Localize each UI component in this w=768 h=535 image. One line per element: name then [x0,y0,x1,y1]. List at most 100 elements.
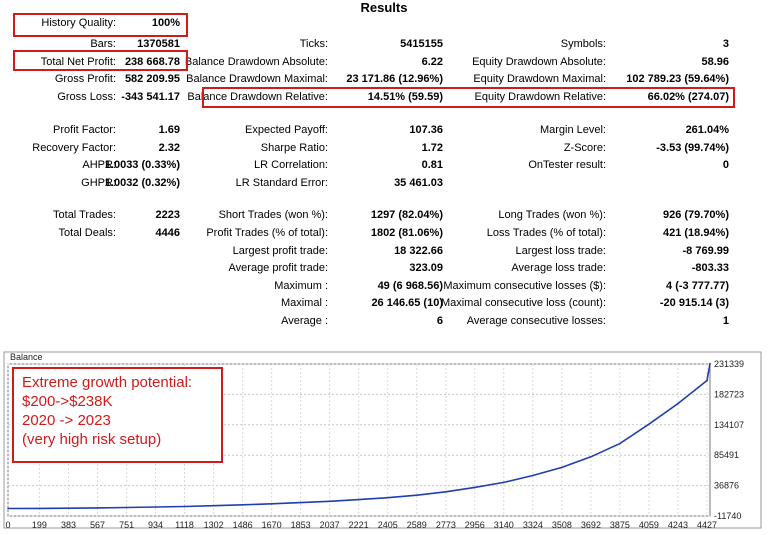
balance-point [648,423,650,426]
average-profit-trade-label: Average profit trade: [228,262,328,274]
maximal-consec-loss-value: -20 915.14 (3) [659,297,729,309]
balance-point [270,502,273,505]
symbols-value: 3 [722,38,729,50]
average-profit-trade-value: 323.09 [409,262,443,274]
balance-point [386,496,389,499]
x-tick-label: 199 [32,520,47,530]
chart-title: Balance [10,352,43,362]
average-loss-trade-value: -803.33 [691,262,729,274]
balance-point [445,490,447,493]
x-tick-label: 1670 [262,520,282,530]
balance-point [212,504,215,507]
gross-loss-label: Gross Loss: [57,91,116,103]
annotation-box: Extreme growth potential: $200->$238K 20… [12,367,223,463]
x-tick-label: 4243 [668,520,688,530]
lr-correlation-value: 0.81 [421,159,443,171]
balance-point [590,455,592,458]
x-tick-label: 3324 [523,520,543,530]
average-value: 6 [436,315,443,327]
highlight-history-quality [13,13,188,37]
history-quality-value: 100% [151,17,180,29]
x-tick-label: 4427 [697,520,717,530]
lr-correlation-label: LR Correlation: [254,159,328,171]
avg-consec-losses-label: Average consecutive losses: [466,315,606,327]
balance-point [532,474,534,477]
balance-point [7,507,9,510]
x-tick-label: 2773 [436,520,456,530]
total-trades-label: Total Trades: [53,209,116,221]
annotation-line-3: 2020 -> 2023 [22,412,111,429]
annotation-line-4: (very high risk setup) [22,431,162,448]
y-tick-label: 231339 [714,359,744,369]
total-net-profit-value: 238 668.78 [124,56,180,68]
balance-point [677,402,679,405]
symbols-label: Symbols: [560,38,606,50]
equity-dd-rel-value: 66.02% (274.07) [647,91,729,103]
ahpr-label: AHPR: [82,159,116,171]
gross-loss-value: -343 541.17 [121,91,180,103]
balance-dd-rel-value: 14.51% (59.59) [367,91,443,103]
x-tick-label: 751 [119,520,134,530]
x-tick-label: 1118 [175,520,194,530]
x-tick-label: 2589 [407,520,427,530]
gross-profit-label: Gross Profit: [54,73,116,85]
x-tick-label: 0 [5,520,10,530]
largest-profit-trade-label: Largest profit trade: [232,245,328,257]
balance-dd-max-value: 23 171.86 (12.96%) [346,73,443,85]
maximum-value: 49 (6 968.56) [377,280,443,292]
annotation-line-1: Extreme growth potential: [22,374,193,391]
margin-level-label: Margin Level: [539,124,606,136]
z-score-label: Z-Score: [563,142,606,154]
x-tick-label: 2221 [349,520,369,530]
ghpr-value: 1.0032 (0.32%) [104,177,180,189]
z-score-value: -3.53 (99.74%) [656,142,729,154]
maximum-label: Maximum : [274,280,328,292]
balance-point [357,498,360,501]
profit-trades-value: 1802 (81.06%) [370,227,443,239]
x-tick-label: 2956 [465,520,485,530]
ontester-result-value: 0 [722,159,729,171]
balance-point [96,507,99,509]
profit-trades-label: Profit Trades (% of total): [206,227,328,239]
balance-point [154,506,157,508]
annotation-line-2: $200->$238K [22,393,113,410]
x-tick-label: 567 [90,520,105,530]
ticks-value: 5415155 [400,38,443,50]
gross-profit-value: 582 209.95 [124,73,180,85]
total-trades-value: 2223 [155,209,180,221]
balance-point [299,501,302,504]
x-tick-label: 1486 [233,520,253,530]
highlight-drawdown-relative [202,87,735,108]
y-tick-label: 85491 [714,450,739,460]
page-title: Results [360,0,408,15]
x-tick-label: 1302 [204,520,224,530]
x-tick-label: 3508 [552,520,572,530]
y-tick-label: 36876 [714,481,739,491]
margin-level-value: 261.04% [685,124,729,136]
total-net-profit-label: Total Net Profit: [40,56,116,68]
loss-trades-value: 421 (18.94%) [662,227,729,239]
x-tick-label: 4059 [639,520,659,530]
balance-point [619,442,621,445]
x-tick-label: 3875 [610,520,630,530]
maximal-value: 26 146.65 (10) [371,297,443,309]
equity-dd-rel-label: Equity Drawdown Relative: [474,91,606,103]
sharpe-ratio-label: Sharpe Ratio: [260,142,328,154]
equity-dd-abs-value: 58.96 [701,56,729,68]
avg-consec-losses-value: 1 [722,315,729,327]
balance-point [473,486,476,489]
balance-line [7,363,711,510]
largest-loss-trade-value: -8 769.99 [682,245,729,257]
max-consec-losses-label: Maximum consecutive losses ($): [443,280,606,292]
ahpr-value: 1.0033 (0.33%) [104,159,180,171]
bars-label: Bars: [90,38,116,50]
average-loss-trade-label: Average loss trade: [511,262,606,274]
x-tick-label: 934 [148,520,163,530]
balance-point [38,507,41,510]
y-tick-label: -11740 [714,511,741,521]
highlight-total-net-profit [13,50,188,71]
maximal-label: Maximal : [280,297,328,309]
expected-payoff-label: Expected Payoff: [245,124,328,136]
balance-point [415,494,418,497]
x-tick-label: 3140 [494,520,514,530]
